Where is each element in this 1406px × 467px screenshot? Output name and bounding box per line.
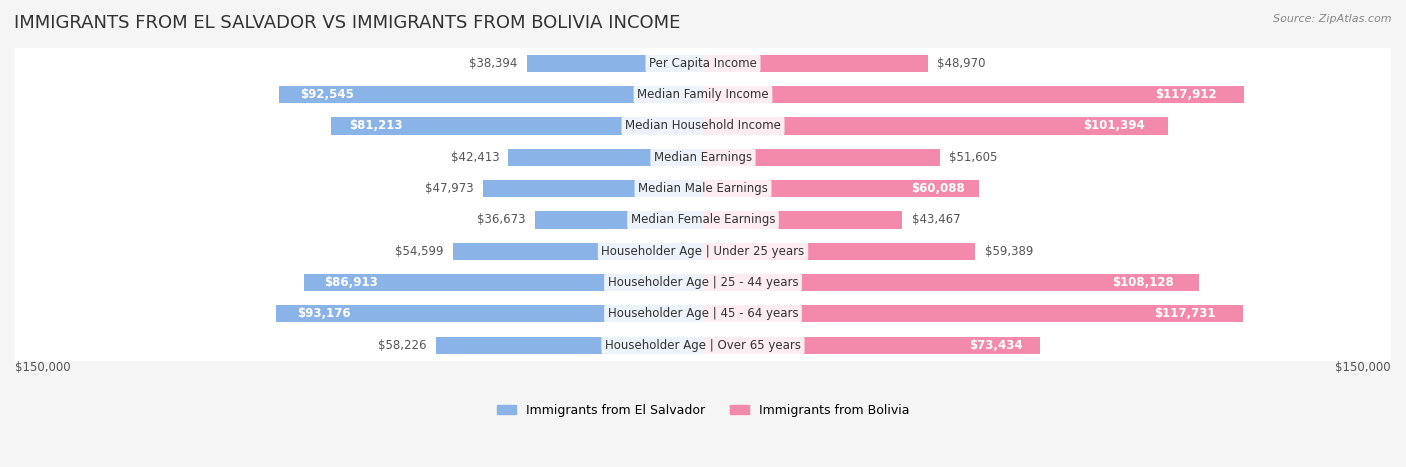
Text: Median Earnings: Median Earnings [654, 151, 752, 164]
Bar [304, 274, 703, 291]
Bar [15, 204, 1391, 235]
Bar [15, 48, 1391, 79]
Bar [15, 142, 1391, 173]
Bar [703, 180, 979, 197]
Text: IMMIGRANTS FROM EL SALVADOR VS IMMIGRANTS FROM BOLIVIA INCOME: IMMIGRANTS FROM EL SALVADOR VS IMMIGRANT… [14, 14, 681, 32]
Bar [15, 329, 1391, 361]
Bar [703, 242, 976, 260]
Text: $101,394: $101,394 [1083, 120, 1144, 133]
Text: $58,226: $58,226 [378, 339, 427, 352]
Text: Householder Age | 45 - 64 years: Householder Age | 45 - 64 years [607, 307, 799, 320]
Text: Median Female Earnings: Median Female Earnings [631, 213, 775, 226]
Bar [15, 267, 1391, 298]
Bar [703, 149, 939, 166]
Bar [703, 55, 928, 72]
Text: $93,176: $93,176 [297, 307, 350, 320]
Bar [278, 86, 703, 103]
Bar [703, 211, 903, 228]
Text: $86,913: $86,913 [325, 276, 378, 289]
Text: $108,128: $108,128 [1112, 276, 1174, 289]
Text: Median Male Earnings: Median Male Earnings [638, 182, 768, 195]
Bar [703, 86, 1244, 103]
Bar [534, 211, 703, 228]
Bar [509, 149, 703, 166]
Bar [15, 298, 1391, 330]
Text: $38,394: $38,394 [470, 57, 517, 70]
Text: Median Household Income: Median Household Income [626, 120, 780, 133]
Text: Householder Age | Under 25 years: Householder Age | Under 25 years [602, 245, 804, 258]
Text: $150,000: $150,000 [1336, 361, 1391, 374]
Bar [15, 79, 1391, 110]
Bar [15, 110, 1391, 142]
Legend: Immigrants from El Salvador, Immigrants from Bolivia: Immigrants from El Salvador, Immigrants … [492, 399, 914, 422]
Text: $51,605: $51,605 [949, 151, 997, 164]
Text: Median Family Income: Median Family Income [637, 88, 769, 101]
Text: $59,389: $59,389 [984, 245, 1033, 258]
Text: Source: ZipAtlas.com: Source: ZipAtlas.com [1274, 14, 1392, 24]
Bar [15, 235, 1391, 267]
Bar [703, 117, 1168, 134]
Text: $42,413: $42,413 [451, 151, 499, 164]
Bar [330, 117, 703, 134]
Bar [453, 242, 703, 260]
Text: Householder Age | 25 - 44 years: Householder Age | 25 - 44 years [607, 276, 799, 289]
Text: $43,467: $43,467 [911, 213, 960, 226]
Text: $48,970: $48,970 [936, 57, 986, 70]
Text: $36,673: $36,673 [477, 213, 526, 226]
Text: Per Capita Income: Per Capita Income [650, 57, 756, 70]
Bar [276, 305, 703, 322]
Bar [484, 180, 703, 197]
Text: $54,599: $54,599 [395, 245, 443, 258]
Bar [527, 55, 703, 72]
Text: $150,000: $150,000 [15, 361, 70, 374]
Text: $47,973: $47,973 [425, 182, 474, 195]
Text: $117,731: $117,731 [1154, 307, 1216, 320]
Bar [436, 337, 703, 354]
Text: $117,912: $117,912 [1156, 88, 1216, 101]
Text: Householder Age | Over 65 years: Householder Age | Over 65 years [605, 339, 801, 352]
Text: $73,434: $73,434 [969, 339, 1024, 352]
Text: $81,213: $81,213 [349, 120, 402, 133]
Text: $60,088: $60,088 [911, 182, 965, 195]
Text: $92,545: $92,545 [299, 88, 354, 101]
Bar [703, 305, 1243, 322]
Bar [703, 337, 1040, 354]
Bar [703, 274, 1199, 291]
Bar [15, 173, 1391, 204]
